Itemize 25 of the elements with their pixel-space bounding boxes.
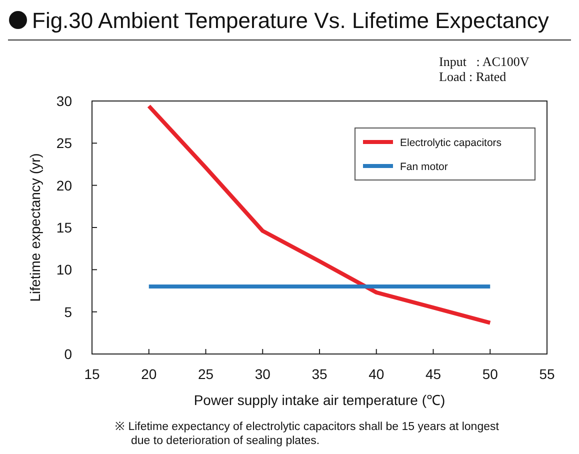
x-tick-label: 40 [368, 366, 384, 382]
y-tick-label: 0 [64, 346, 72, 362]
text: Load : Rated [439, 69, 507, 84]
x-tick-label: 55 [539, 366, 555, 382]
x-tick-label: 20 [141, 366, 157, 382]
text: ※ Lifetime expectancy of electrolytic capacitors shall be 15 years at longest [115, 421, 500, 433]
x-axis-title: Power supply intake air temperature (℃) [194, 392, 446, 408]
chart-title: Fig.30 Ambient Temperature Vs. Lifetime Expectancy [32, 8, 549, 33]
y-axis-title: Lifetime expectancy (yr) [27, 153, 43, 302]
y-tick-label: 25 [56, 135, 72, 152]
x-tick-label: 50 [482, 366, 498, 382]
y-tick-label: 5 [64, 304, 72, 320]
y-tick-label: 20 [56, 177, 72, 194]
text: due to deterioration of sealing plates. [131, 435, 320, 447]
text: Input : AC100V [439, 54, 530, 69]
y-tick-label: 30 [56, 93, 72, 109]
y-tick-label: 15 [56, 220, 72, 236]
x-tick-label: 45 [425, 366, 442, 382]
x-tick-label: 15 [84, 366, 100, 382]
x-tick-label: 30 [254, 366, 271, 382]
legend-label: Electrolytic capacitors [400, 137, 502, 149]
x-tick-label: 25 [198, 366, 214, 382]
legend-label: Fan motor [400, 161, 448, 173]
y-tick-label: 10 [56, 262, 72, 278]
x-tick-label: 35 [312, 366, 328, 382]
